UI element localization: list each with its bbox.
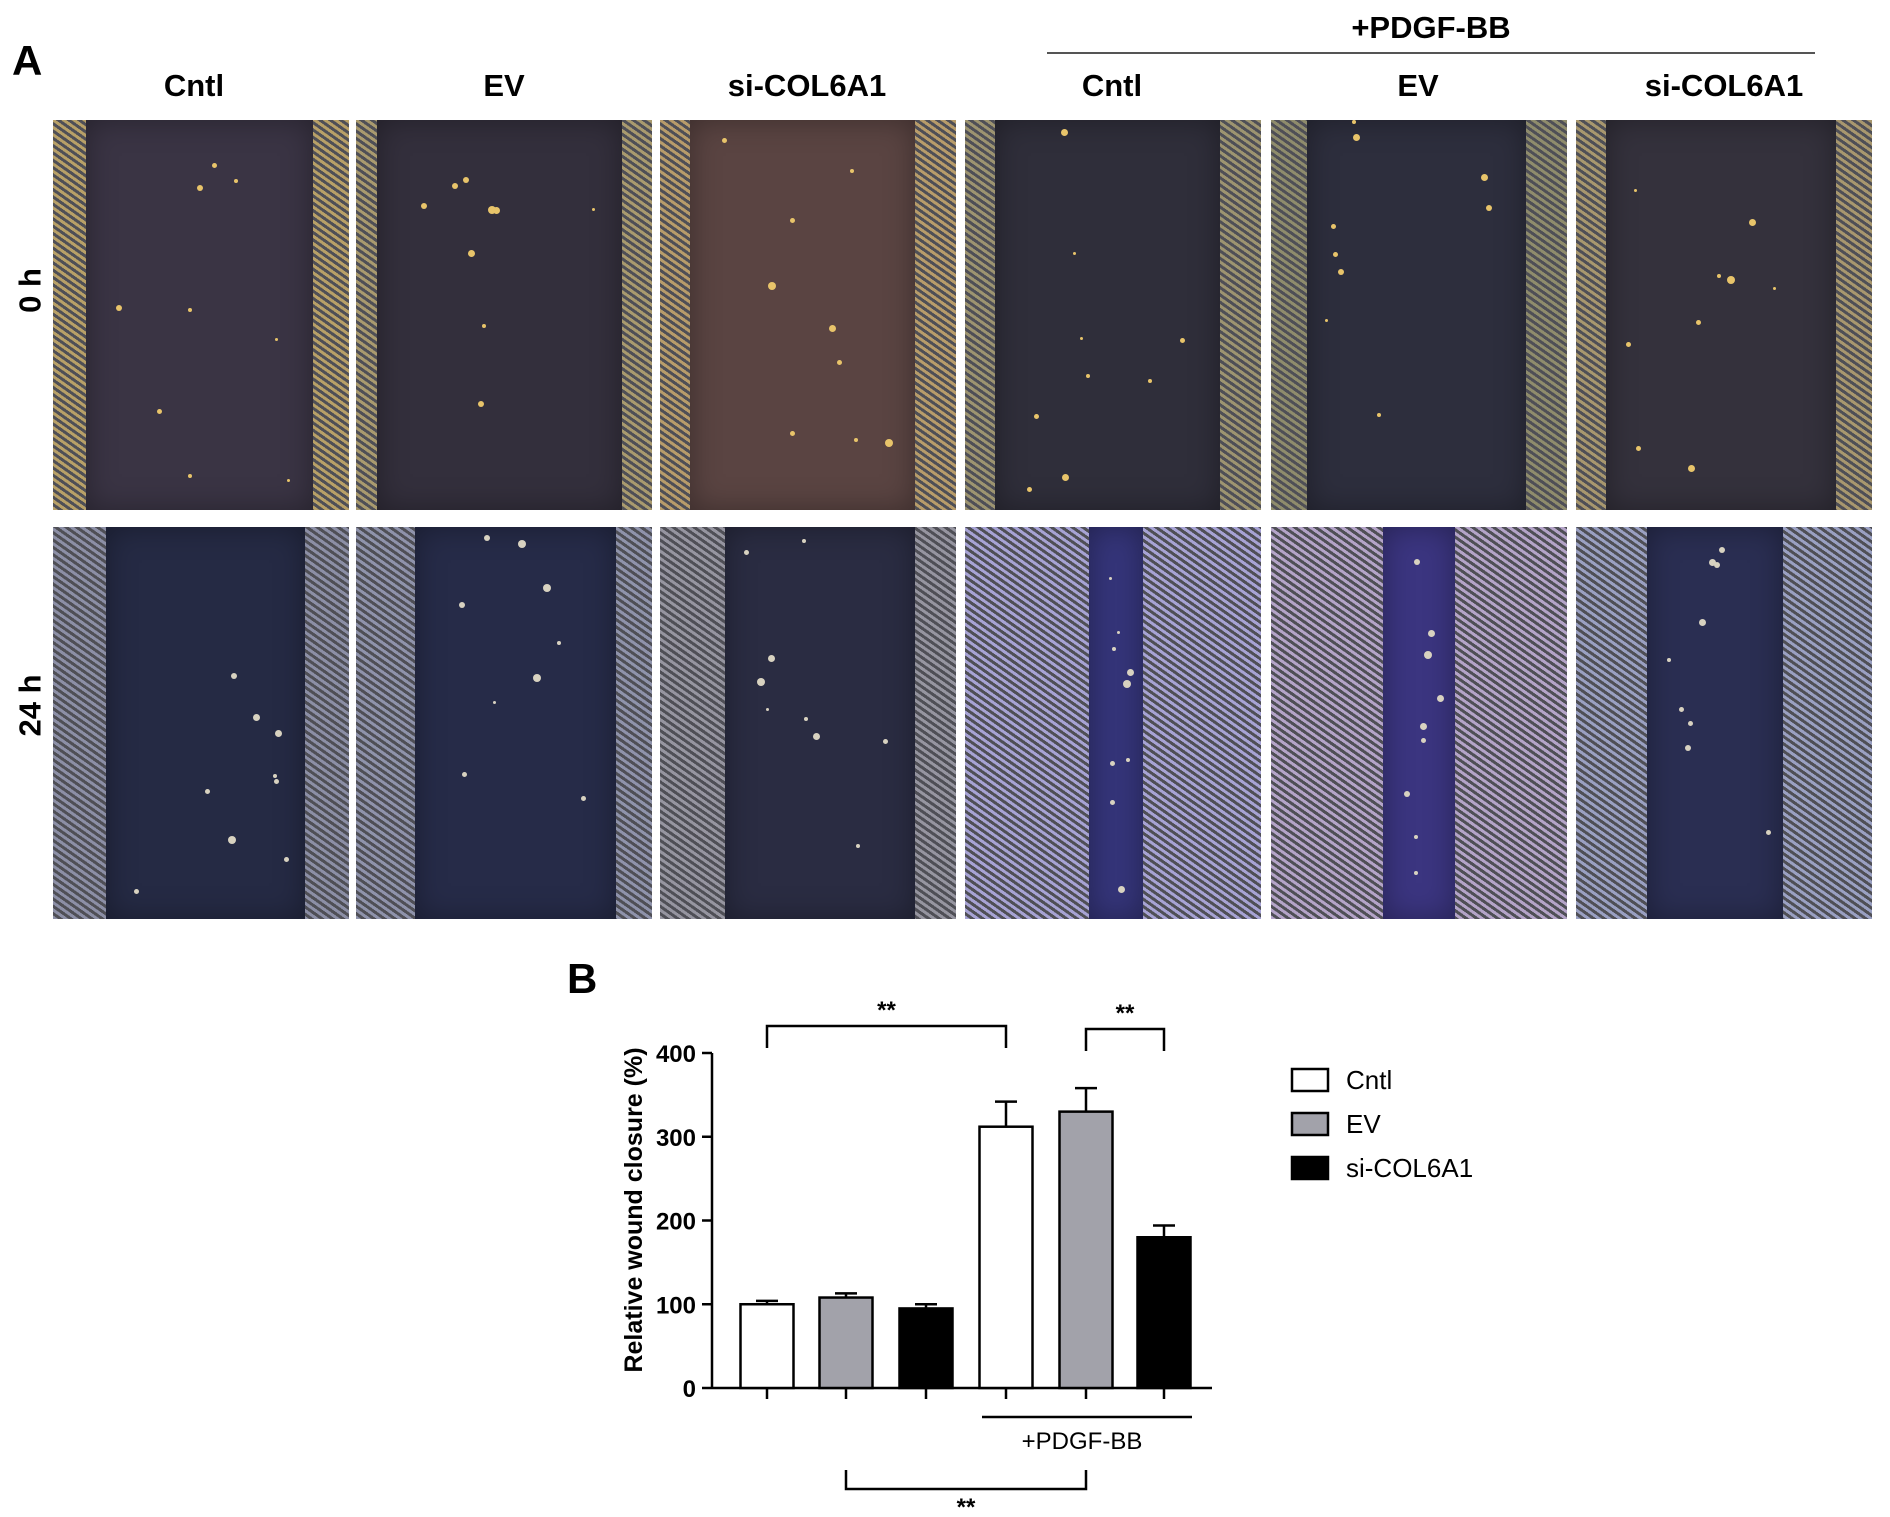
- pdgf-group-label: +PDGF-BB: [1351, 10, 1511, 45]
- column-label-pdgf-si-col6a1: si-COL6A1: [1644, 68, 1804, 103]
- bar-6: [1136, 1236, 1192, 1390]
- micrograph-si-col6a1-0h: [660, 120, 956, 510]
- treatment-axis-label: +PDGF-BB: [1022, 1428, 1143, 1455]
- panel-a-letter: A: [12, 37, 43, 84]
- micrograph-pdgf-cntl-0h: [965, 120, 1261, 510]
- micrograph-cntl-0h: [53, 120, 349, 510]
- y-tick-label: 400: [656, 1041, 696, 1068]
- micrograph-pdgf-cntl-24h: [965, 527, 1261, 919]
- significance-bracket: [765, 1024, 1008, 1048]
- bar-5: [1058, 1110, 1114, 1390]
- legend-swatch: [1290, 1155, 1330, 1181]
- y-axis-label: Relative wound closure (%): [620, 1047, 648, 1372]
- micrograph-pdgf-si-col6a1-0h: [1576, 120, 1872, 510]
- legend-label: EV: [1346, 1109, 1381, 1139]
- column-label-pdgf-cntl: Cntl: [1081, 68, 1143, 103]
- bar-1: [739, 1303, 795, 1390]
- legend-label: Cntl: [1346, 1065, 1392, 1095]
- significance-label: **: [877, 997, 896, 1024]
- legend-swatch: [1290, 1067, 1330, 1093]
- y-tick-label: 200: [656, 1209, 696, 1236]
- significance-bracket: [844, 1470, 1088, 1491]
- micrograph-pdgf-ev-24h: [1271, 527, 1567, 919]
- micrograph-pdgf-si-col6a1-24h: [1576, 527, 1872, 919]
- significance-bracket: [1084, 1027, 1166, 1051]
- column-label-si-col6a1: si-COL6A1: [727, 68, 887, 103]
- micrograph-pdgf-ev-0h: [1271, 120, 1567, 510]
- y-tick-label: 0: [683, 1376, 696, 1403]
- legend-swatch: [1290, 1111, 1330, 1137]
- column-label-cntl: Cntl: [163, 68, 225, 103]
- micrograph-ev-24h: [356, 527, 652, 919]
- bar-4: [978, 1125, 1034, 1390]
- column-label-ev: EV: [483, 68, 525, 103]
- bar-2: [818, 1296, 874, 1390]
- legend-label: si-COL6A1: [1346, 1153, 1473, 1183]
- column-label-pdgf-ev: EV: [1397, 68, 1439, 103]
- micrograph-ev-0h: [356, 120, 652, 510]
- panel-b-letter: B: [567, 955, 598, 1002]
- significance-label: **: [1116, 1000, 1135, 1027]
- pdgf-group-line: [1047, 52, 1815, 54]
- bar-3: [898, 1307, 954, 1390]
- y-tick-label: 300: [656, 1125, 696, 1152]
- micrograph-cntl-24h: [53, 527, 349, 919]
- significance-label: **: [957, 1494, 976, 1517]
- y-tick-label: 100: [656, 1292, 696, 1319]
- micrograph-si-col6a1-24h: [660, 527, 956, 919]
